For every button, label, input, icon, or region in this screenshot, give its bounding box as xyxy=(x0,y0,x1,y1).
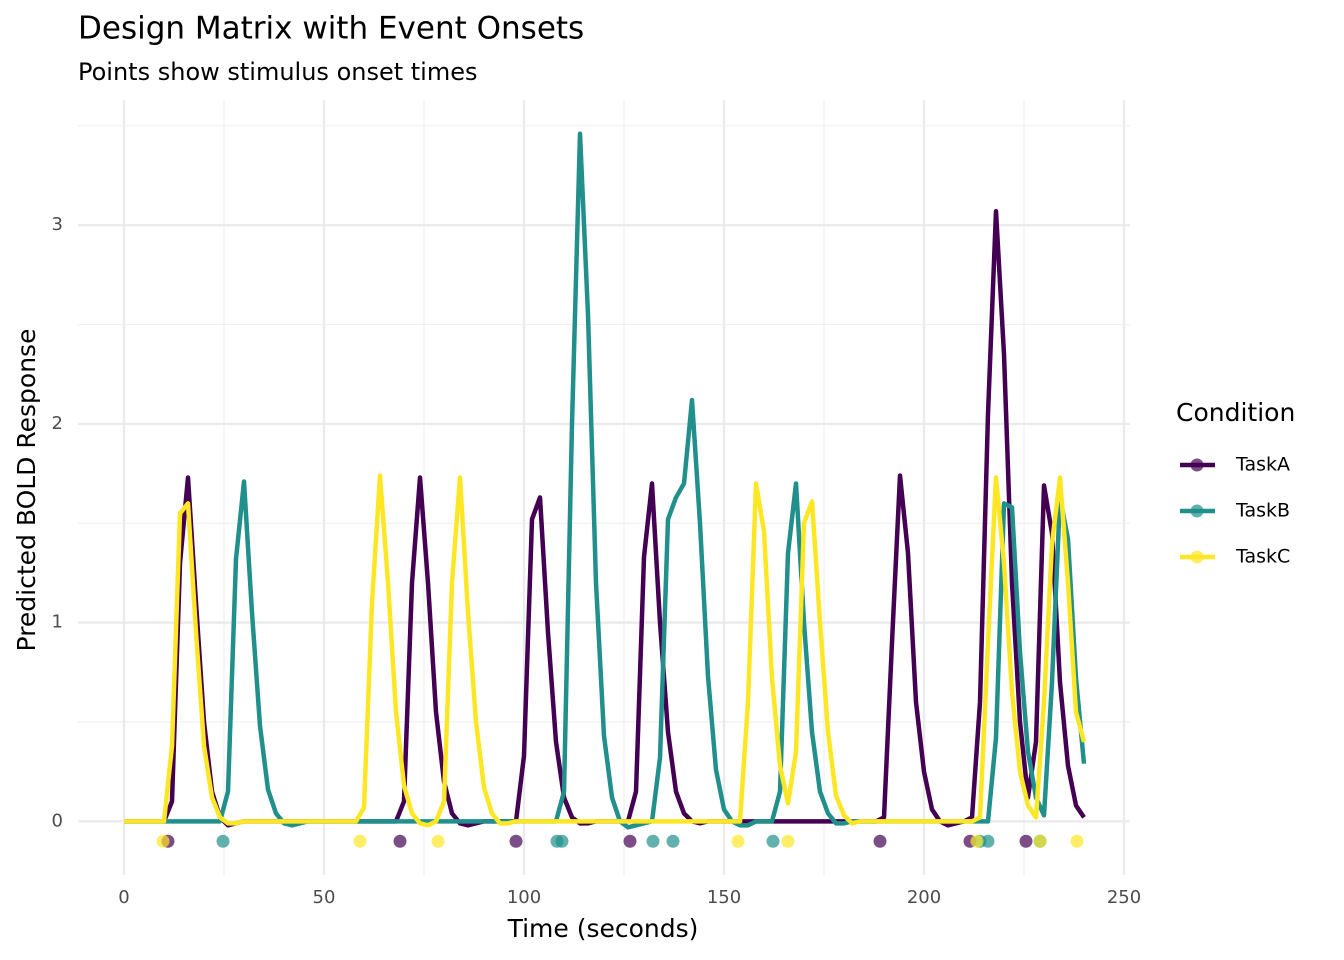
y-tick-label: 1 xyxy=(52,612,63,633)
onset-point xyxy=(1070,834,1084,848)
legend-key-point xyxy=(1190,504,1204,518)
y-tick-label: 3 xyxy=(52,214,63,235)
x-axis-title: Time (seconds) xyxy=(507,914,699,943)
onset-point xyxy=(156,834,170,848)
chart-title: Design Matrix with Event Onsets xyxy=(78,11,584,47)
legend-title: Condition xyxy=(1176,398,1295,427)
onset-point xyxy=(431,834,445,848)
onset-point xyxy=(766,834,780,848)
onset-point xyxy=(646,834,660,848)
onset-point xyxy=(731,834,745,848)
onset-point xyxy=(981,834,995,848)
onset-point xyxy=(1033,834,1047,848)
plot-area xyxy=(124,131,1087,848)
onset-point xyxy=(781,834,795,848)
onset-point xyxy=(555,834,569,848)
onset-point xyxy=(666,834,680,848)
x-tick-label: 50 xyxy=(313,887,336,908)
onset-point xyxy=(623,834,637,848)
x-tick-label: 200 xyxy=(907,887,941,908)
onset-point xyxy=(970,834,984,848)
onset-point xyxy=(509,834,523,848)
onset-point xyxy=(353,834,367,848)
legend-label: TaskC xyxy=(1235,546,1290,568)
legend-key-point xyxy=(1190,550,1204,564)
x-tick-label: 250 xyxy=(1107,887,1141,908)
onset-point xyxy=(1019,834,1033,848)
series-line xyxy=(124,473,1087,828)
x-tick-label: 150 xyxy=(707,887,741,908)
y-tick-label: 0 xyxy=(52,810,63,831)
legend-label: TaskB xyxy=(1235,500,1290,522)
y-axis-title: Predicted BOLD Response xyxy=(12,329,41,652)
y-tick-label: 2 xyxy=(52,413,63,434)
legend-key-point xyxy=(1190,458,1204,472)
x-tick-label: 100 xyxy=(507,887,541,908)
legend: TaskA TaskB TaskC xyxy=(1180,454,1290,568)
onset-point xyxy=(216,834,230,848)
onset-point xyxy=(393,834,407,848)
legend-label: TaskA xyxy=(1235,454,1290,476)
onset-point xyxy=(873,834,887,848)
x-tick-label: 0 xyxy=(118,887,129,908)
chart-subtitle: Points show stimulus onset times xyxy=(78,58,478,86)
